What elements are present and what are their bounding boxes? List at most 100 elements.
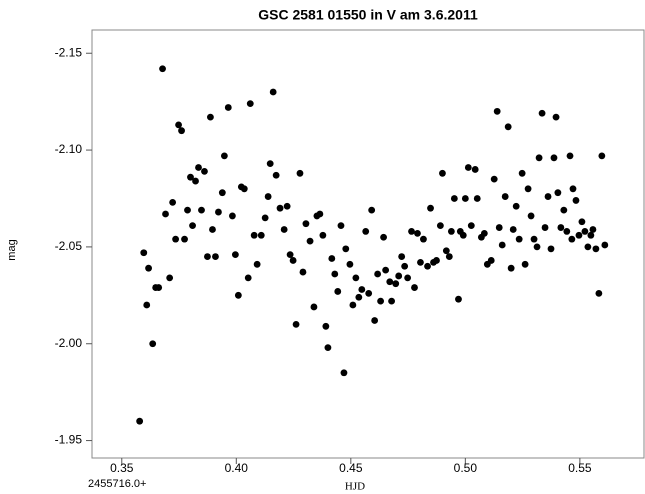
x-tick-label: 0.45: [339, 461, 363, 475]
data-point: [143, 301, 151, 309]
data-point: [244, 274, 252, 282]
data-point: [595, 289, 603, 297]
data-point: [246, 100, 254, 107]
data-point: [340, 369, 348, 377]
data-point: [598, 152, 606, 160]
data-point: [155, 284, 163, 291]
data-point: [215, 208, 222, 216]
data-point: [377, 297, 384, 305]
data-point: [504, 123, 512, 131]
data-point: [195, 164, 202, 171]
data-point: [178, 127, 185, 135]
data-point: [575, 231, 583, 239]
data-point: [334, 288, 342, 295]
data-point: [352, 274, 360, 282]
data-point: [552, 113, 560, 121]
data-point: [563, 228, 571, 235]
data-point: [509, 226, 517, 233]
data-point: [365, 289, 373, 297]
data-point: [538, 109, 546, 117]
data-point: [322, 322, 330, 330]
y-tick-label: -2.00: [55, 336, 83, 350]
data-point: [272, 171, 280, 179]
data-point: [388, 297, 395, 305]
data-point: [310, 303, 318, 311]
data-point: [316, 210, 324, 218]
data-point: [266, 160, 274, 168]
data-point: [355, 293, 363, 301]
y-tick-label: -2.10: [55, 142, 83, 156]
data-point: [544, 193, 552, 200]
data-point: [292, 320, 300, 328]
data-point: [257, 231, 265, 239]
data-point: [181, 235, 188, 243]
data-point: [473, 195, 481, 202]
data-point: [371, 317, 379, 324]
data-point: [374, 270, 382, 278]
data-point: [201, 167, 208, 175]
data-point: [253, 260, 261, 268]
data-point: [296, 169, 304, 177]
data-point: [175, 121, 182, 129]
data-point: [507, 264, 515, 272]
data-point: [498, 241, 506, 249]
data-point: [386, 278, 394, 286]
data-point: [240, 185, 248, 193]
data-point: [459, 231, 467, 239]
data-point: [560, 206, 568, 214]
data-point: [306, 237, 314, 245]
data-point: [550, 154, 558, 162]
data-point: [401, 262, 409, 270]
data-point: [184, 206, 191, 214]
data-point: [368, 206, 376, 214]
data-point: [362, 228, 370, 235]
data-point: [411, 284, 418, 291]
data-point: [569, 185, 577, 193]
data-point: [169, 198, 177, 206]
data-point: [501, 193, 509, 200]
x-offset-label: 2455716.0+: [88, 478, 146, 490]
data-point: [166, 274, 174, 282]
data-point: [518, 169, 526, 177]
data-point: [149, 340, 157, 348]
data-point: [427, 204, 434, 212]
data-point: [464, 164, 472, 171]
data-point: [192, 177, 199, 185]
data-point: [207, 113, 214, 121]
data-point: [398, 253, 406, 260]
y-tick-label: -2.15: [55, 45, 83, 59]
data-point: [299, 268, 307, 276]
data-point: [283, 202, 291, 210]
x-tick-label: 0.55: [568, 461, 592, 475]
data-point: [447, 228, 455, 235]
data-point: [250, 231, 258, 239]
data-point: [439, 169, 446, 177]
data-point: [261, 214, 269, 222]
data-point: [337, 222, 345, 230]
data-point: [578, 218, 586, 226]
data-point: [589, 226, 597, 233]
data-point: [269, 88, 277, 96]
data-point: [455, 295, 462, 303]
data-point: [530, 235, 538, 243]
data-point: [218, 189, 226, 197]
data-point: [572, 197, 580, 204]
data-point: [136, 417, 144, 425]
data-point: [533, 243, 541, 251]
data-point: [471, 166, 479, 173]
data-point: [289, 257, 297, 264]
data-point: [280, 226, 288, 233]
data-point: [414, 229, 421, 237]
data-point: [324, 344, 332, 352]
data-point: [495, 224, 503, 231]
data-point: [231, 251, 239, 259]
data-point: [187, 173, 194, 181]
data-point: [450, 195, 458, 202]
data-point: [220, 152, 228, 160]
data-point: [490, 175, 498, 183]
x-tick-label: 0.35: [110, 461, 134, 475]
data-point: [302, 220, 310, 228]
data-point: [601, 241, 609, 249]
data-point: [535, 154, 543, 162]
data-point: [346, 260, 354, 268]
